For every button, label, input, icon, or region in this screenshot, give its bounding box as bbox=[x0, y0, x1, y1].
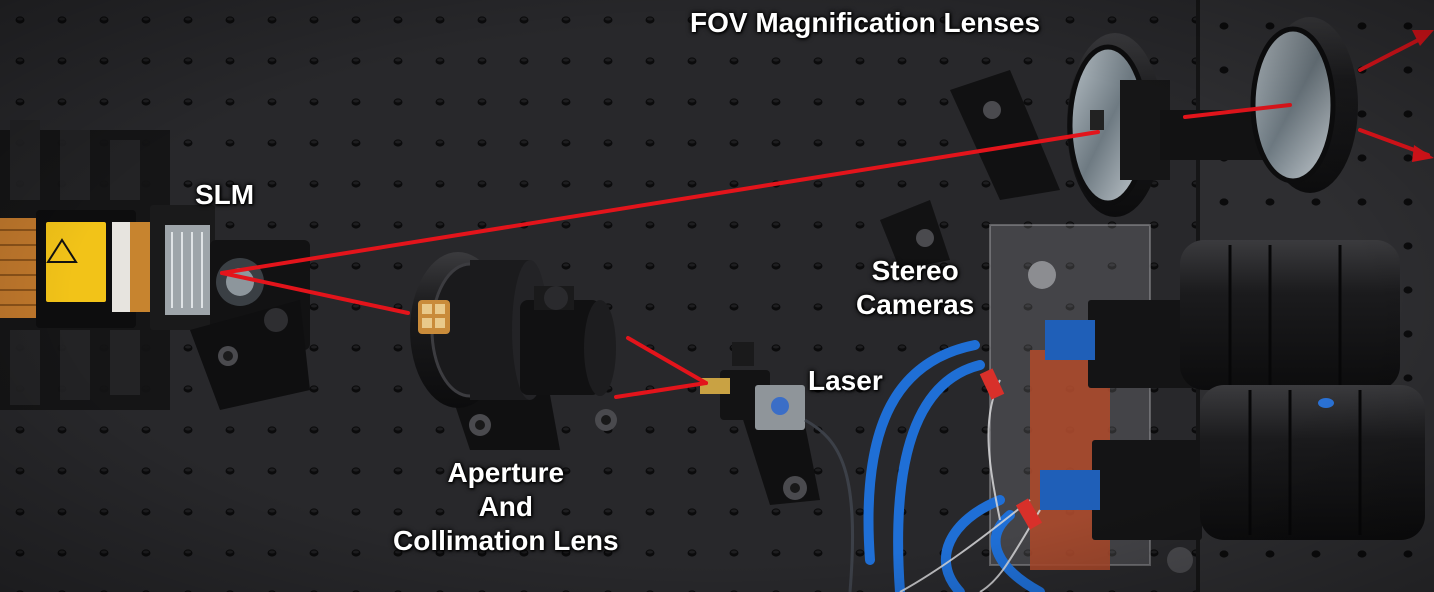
fov-magnification-lenses-label: FOV Magnification Lenses bbox=[690, 7, 1041, 38]
aperture-collimation-lens-label: Aperture And Collimation Lens bbox=[393, 456, 619, 558]
aperture-label-line3: Collimation Lens bbox=[393, 525, 619, 556]
slm-label: SLM bbox=[195, 179, 255, 210]
stereo-cameras-label-line2: Cameras bbox=[856, 289, 975, 320]
aperture-label-line1: Aperture bbox=[447, 457, 565, 488]
stereo-cameras-label: Stereo Cameras bbox=[856, 254, 974, 322]
laser-label: Laser bbox=[808, 365, 883, 396]
aperture-label-line2: And bbox=[478, 491, 533, 522]
stereo-cameras-label-line1: Stereo bbox=[871, 255, 959, 286]
